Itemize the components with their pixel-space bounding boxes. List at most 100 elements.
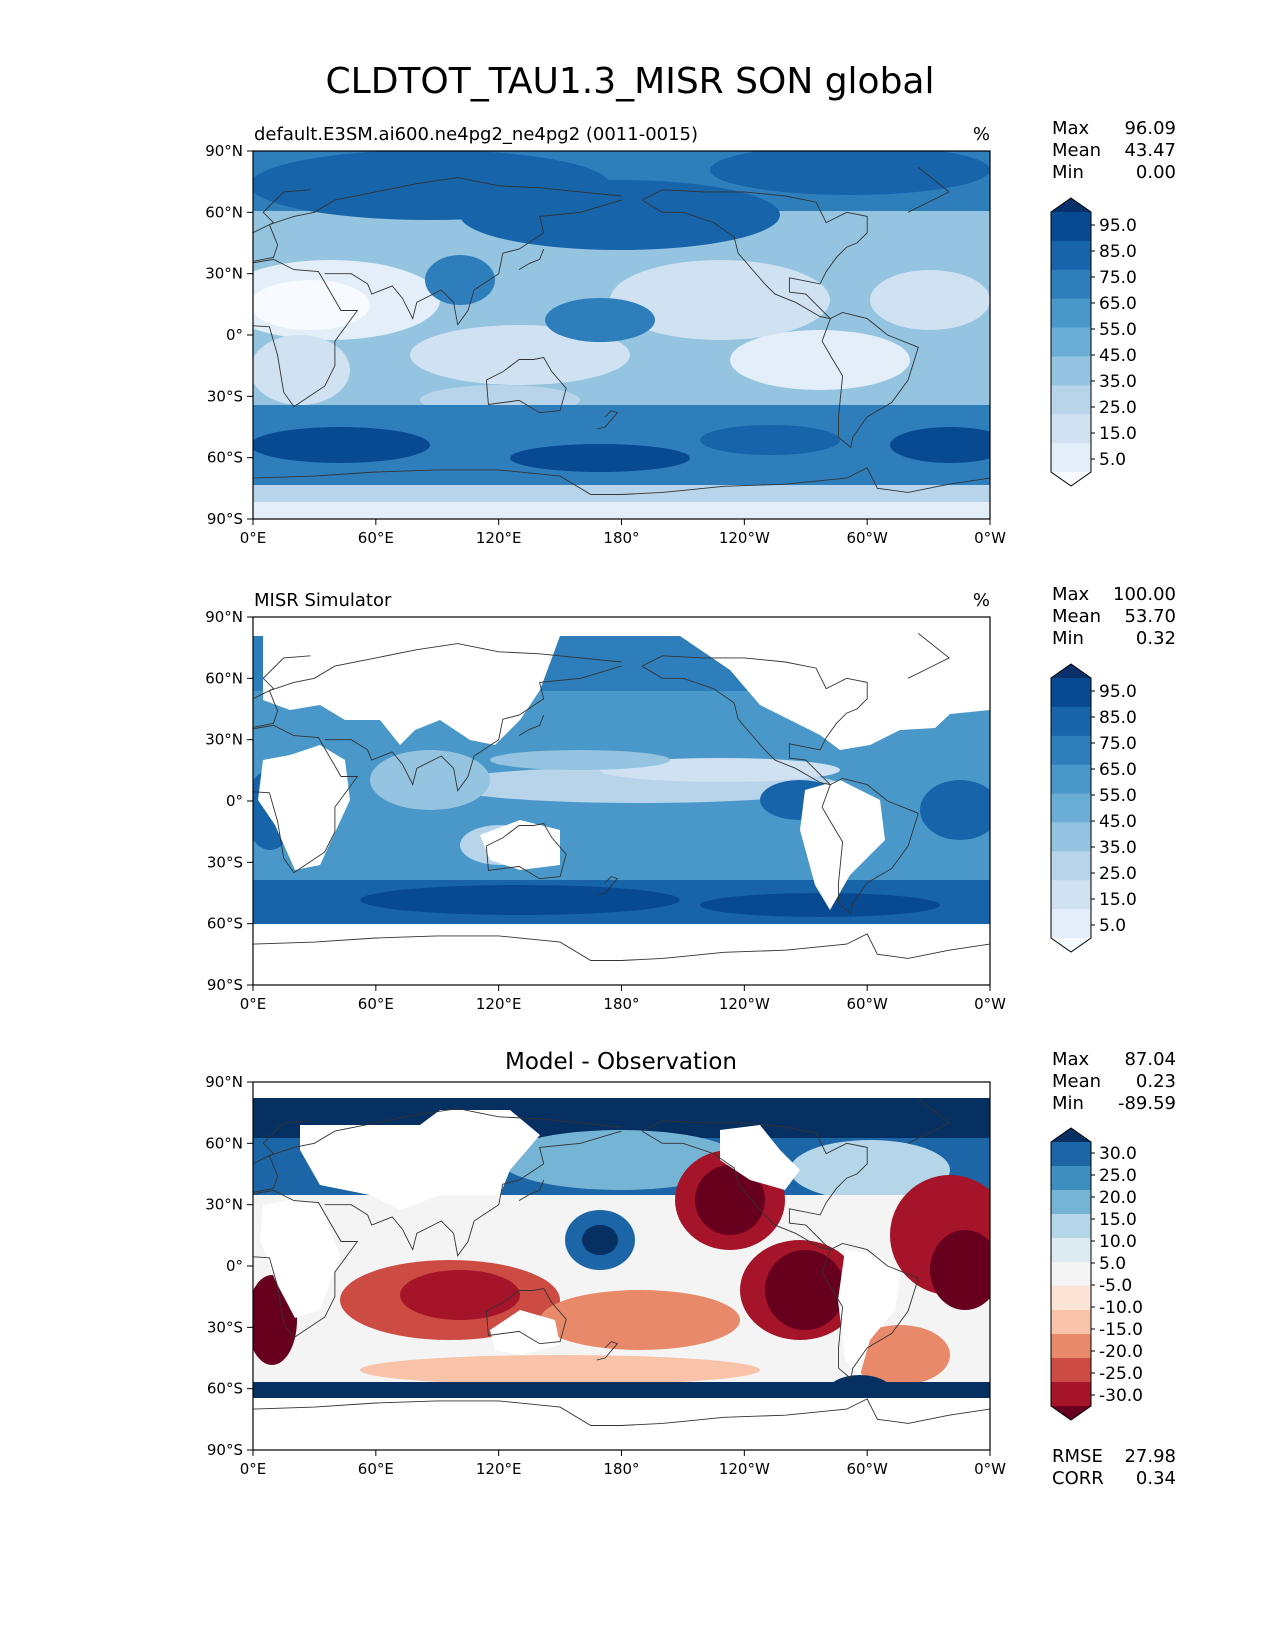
y-tick-label: 60°N [205,203,243,221]
coastline [253,467,990,495]
x-tick-label: 0°W [974,1460,1006,1478]
coastline [253,1120,311,1179]
colorbar: 95.0 85.0 75.0 65.0 55.0 45.0 35.0 25.0 15.0 5.0 [1050,197,1137,487]
x-tick-label: 0°W [974,529,1006,547]
coastlines [253,167,990,495]
land-mask [258,636,990,910]
x-tick-label: 0°E [240,529,267,547]
colorbar-segment [1051,1286,1091,1311]
coastlines [253,1098,990,1426]
coastline [518,1179,545,1201]
colorbar-tick-label: 95.0 [1099,216,1137,236]
axes: 0°E 60°E 120°E 180° 120°W 60°W 0°W 90°N 60°N 30°N… [205,1073,1006,1478]
coastline [253,1398,990,1426]
field-contour [610,260,830,340]
coastline [253,655,311,714]
colorbar-tick-label: -5.0 [1099,1276,1132,1296]
colorbar-tick-label: -20.0 [1099,1342,1143,1362]
stat-label: CORR [1052,1468,1104,1489]
field-contour [700,893,940,917]
field-contour [425,255,495,305]
coastline [907,1098,950,1144]
colorbar-tick-label: -30.0 [1099,1386,1143,1406]
coastline [253,643,622,728]
colorbar-segment [1051,298,1091,329]
colorbar-tick-label: 5.0 [1099,450,1126,470]
colorbar-tick-label: 75.0 [1099,734,1137,754]
coastline [253,1108,622,1193]
field-contour [545,298,655,342]
x-tick-label: 60°W [846,1460,888,1478]
colorbar-segment [1051,1142,1091,1167]
colorbar-tick-label: -10.0 [1099,1298,1143,1318]
x-tick-label: 120°W [719,529,770,547]
colorbar-extend-max [1051,198,1091,212]
y-tick-label: 30°N [205,265,243,283]
coastline [324,1130,622,1257]
colorbar-tick-label: 45.0 [1099,346,1137,366]
colorbar-outline [1050,197,1092,487]
colorbar-segment [1051,851,1091,881]
x-tick-label: 60°W [846,529,888,547]
colorbar-segment [1051,1334,1091,1359]
coastline [253,177,622,262]
field-contour [253,335,350,405]
field-contour [790,1140,950,1200]
colorbar-tick-label: 45.0 [1099,812,1137,832]
colorbar-tick-label: 95.0 [1099,682,1137,702]
colorbar-segment [1051,1310,1091,1335]
colorbar-tick-label: 35.0 [1099,838,1137,858]
stat-value: 43.47 [1124,140,1176,161]
map-area [253,617,990,985]
stats-block: Max 96.09 Mean 43.47 Min 0.00 [1052,118,1176,183]
field-contour [850,1325,950,1385]
coastline [485,822,567,880]
stat-label: RMSE [1052,1446,1103,1467]
colorbar-tick-label: 65.0 [1099,294,1137,314]
coastline [596,1341,619,1361]
colorbar-segment [1051,414,1091,444]
map-area [253,151,990,519]
field-contour [360,885,680,915]
y-tick-label: 90°S [207,510,243,528]
axes: 0°E 60°E 120°E 180° 120°W 60°W 0°W 90°N 60°N 30°N… [205,608,1006,1013]
coastlines [253,633,990,961]
stat-label: Mean [1052,1071,1101,1092]
colorbar-segment [1051,1214,1091,1239]
field-contour [730,330,910,390]
coastline [324,665,622,792]
coastline [253,1189,359,1339]
stat-value: 100.00 [1113,584,1176,605]
colorbar-segment [1051,443,1091,473]
y-tick-label: 90°S [207,976,243,994]
colorbar-segment [1051,385,1091,415]
field-contour [920,780,990,840]
colorbar-segment [1051,1166,1091,1191]
field-contour [370,750,490,810]
colorbar-segment [1051,212,1091,242]
coastline [596,410,619,430]
y-tick-label: 60°N [205,669,243,687]
stat-label: Max [1052,1049,1090,1070]
colorbar-segment [1051,327,1091,357]
colorbar-tick-label: 10.0 [1099,1232,1137,1252]
stat-value: 87.04 [1124,1049,1176,1070]
field-contour [460,180,780,250]
coastline [253,258,359,408]
y-tick-label: 60°S [207,915,243,933]
colorbar-tick-label: 25.0 [1099,864,1137,884]
colorbar-extend-min [1051,1406,1091,1420]
colorbar-tick-label: 20.0 [1099,1188,1137,1208]
x-tick-label: 60°E [358,1460,394,1478]
colorbar-segment [1051,822,1091,852]
land-mask [253,1082,990,1450]
colorbar: 30.025.020.015.010.05.0-5.0-10.0-15.0-20… [1050,1127,1143,1421]
panel-center-title: Model - Observation [505,1049,737,1075]
x-tick-label: 120°W [719,995,770,1013]
colorbar-outline [1050,1127,1092,1421]
coastline [641,1120,868,1251]
colorbar-segment [1051,1238,1091,1263]
field-contour [253,280,370,330]
stat-label: Min [1052,162,1084,183]
